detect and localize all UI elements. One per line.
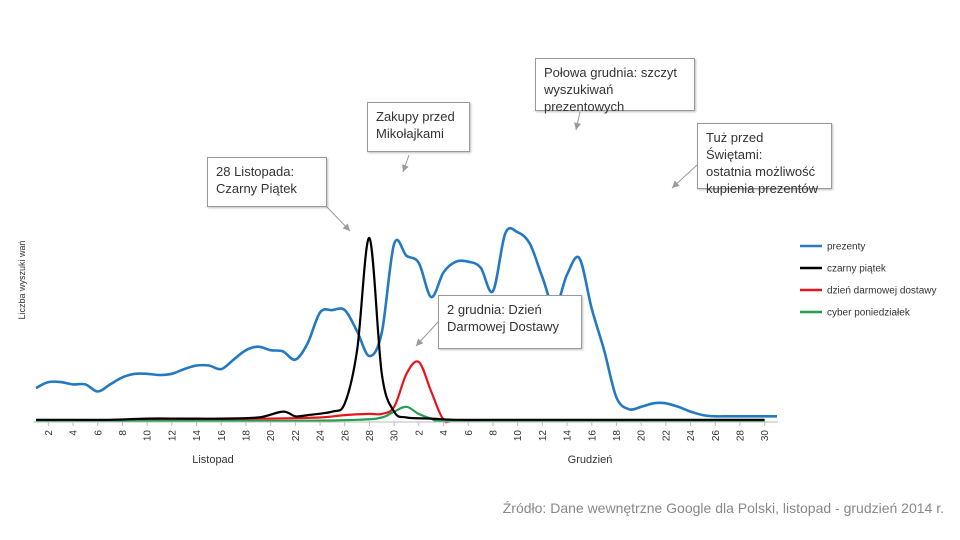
- x-tick-label: 4: [69, 430, 80, 436]
- x-tick-label: 14: [192, 430, 203, 442]
- x-tick-label: 24: [316, 430, 327, 442]
- x-tick-label: 2: [414, 430, 425, 436]
- x-tick-label: 26: [340, 430, 351, 442]
- legend-entry: czarny piątek: [827, 264, 887, 275]
- x-tick-label: 6: [464, 430, 475, 436]
- annotation-arrowhead: [402, 164, 409, 172]
- x-group-label: Grudzień: [568, 454, 613, 466]
- x-tick-label: 16: [587, 430, 598, 442]
- legend-entry: dzień darmowej dostawy: [827, 286, 937, 297]
- legend-entry: cyber poniedziałek: [827, 308, 911, 319]
- x-tick-label: 28: [735, 430, 746, 442]
- x-tick-label: 10: [143, 430, 154, 442]
- y-axis-label: Liczba wyszuki wań: [17, 240, 27, 319]
- x-tick-label: 30: [390, 430, 401, 442]
- series-line-2: [35, 360, 765, 424]
- annotation-arrowhead: [342, 223, 350, 231]
- legend-entry: prezenty: [827, 242, 865, 253]
- x-tick-label: 18: [612, 430, 623, 442]
- series-line-0: [35, 226, 777, 418]
- x-tick-label: 14: [563, 430, 574, 442]
- x-tick-label: 6: [93, 430, 104, 436]
- x-tick-label: 20: [637, 430, 648, 442]
- x-tick-label: 10: [513, 430, 524, 442]
- annotation-free-delivery: 2 grudnia: Dzień Darmowej Dostawy: [438, 295, 582, 349]
- x-tick-label: 12: [538, 430, 549, 442]
- x-tick-label: 20: [266, 430, 277, 442]
- annotation-before-christmas: Tuż przed Świętami: ostatnia możliwość k…: [697, 123, 832, 196]
- x-tick-label: 12: [167, 430, 178, 442]
- x-tick-label: 2: [44, 430, 55, 436]
- annotation-mikolajki: Zakupy przed Mikołajkami: [367, 102, 470, 152]
- x-tick-label: 4: [439, 430, 450, 436]
- annotation-mid-december: Połowa grudnia: szczyt wyszukiwań prezen…: [535, 58, 695, 114]
- x-tick-label: 30: [760, 430, 771, 442]
- x-tick-label: 8: [488, 430, 499, 436]
- annotation-arrowhead: [672, 180, 680, 188]
- x-tick-label: 26: [711, 430, 722, 442]
- series-line-3: [35, 405, 765, 423]
- annotation-black-friday: 28 Listopada: Czarny Piątek: [207, 157, 327, 207]
- x-tick-label: 24: [686, 430, 697, 442]
- x-tick-label: 8: [118, 430, 129, 436]
- annotation-arrowhead: [574, 122, 581, 130]
- annotation-arrowhead: [416, 338, 424, 346]
- x-tick-label: 16: [217, 430, 228, 442]
- series-line-1: [36, 236, 765, 421]
- source-note: Źródło: Dane wewnętrzne Google dla Polsk…: [502, 500, 944, 516]
- x-tick-label: 28: [365, 430, 376, 442]
- x-tick-label: 18: [241, 430, 252, 442]
- x-tick-label: 22: [291, 430, 302, 442]
- x-tick-label: 22: [661, 430, 672, 442]
- x-group-label: Listopad: [192, 454, 234, 466]
